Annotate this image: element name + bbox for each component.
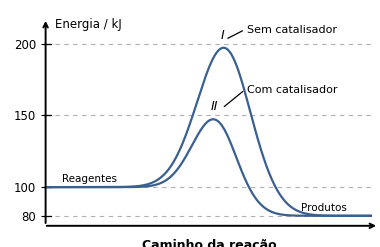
Text: Produtos: Produtos xyxy=(301,203,347,213)
Text: Reagentes: Reagentes xyxy=(62,174,117,184)
Text: Caminho da reação: Caminho da reação xyxy=(142,239,276,247)
Text: Energia / kJ: Energia / kJ xyxy=(55,18,122,31)
Text: I: I xyxy=(220,29,224,42)
Text: II: II xyxy=(211,100,218,113)
Text: Sem catalisador: Sem catalisador xyxy=(247,24,337,35)
Text: Com catalisador: Com catalisador xyxy=(247,85,337,95)
